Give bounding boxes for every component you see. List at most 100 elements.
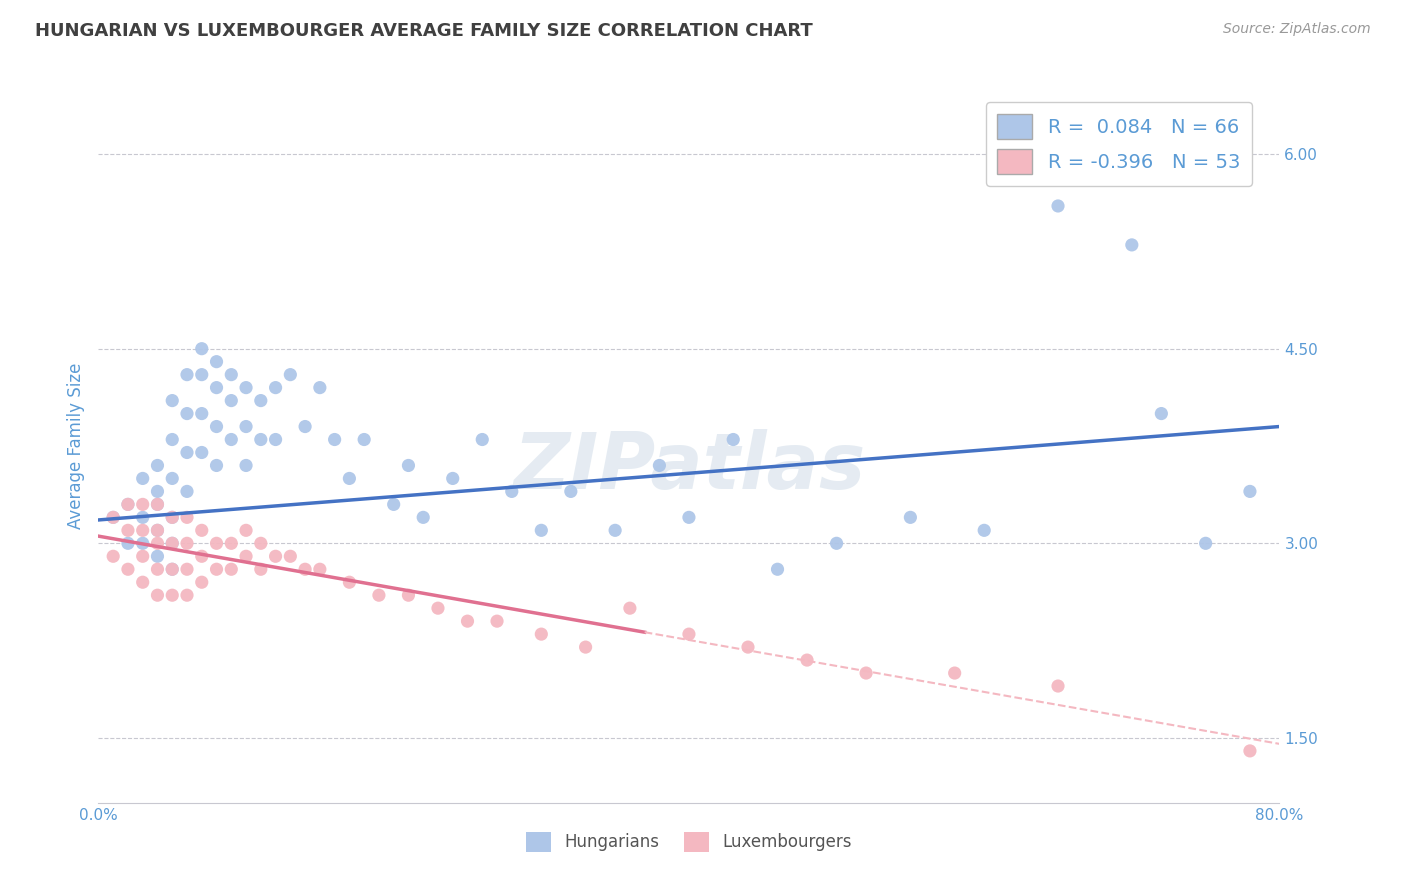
Point <box>205 381 228 395</box>
Point <box>353 433 375 447</box>
Point <box>146 524 169 538</box>
Point <box>146 536 169 550</box>
Point <box>398 458 420 473</box>
Point <box>309 562 332 576</box>
Point <box>264 381 287 395</box>
Point <box>176 510 198 524</box>
Point <box>146 524 169 538</box>
Text: ZIPatlas: ZIPatlas <box>513 429 865 506</box>
Point <box>205 458 228 473</box>
Point <box>1239 744 1261 758</box>
Point <box>280 549 302 564</box>
Point <box>855 666 877 681</box>
Point <box>235 524 257 538</box>
Point <box>132 575 155 590</box>
Legend: Hungarians, Luxembourgers: Hungarians, Luxembourgers <box>519 825 859 859</box>
Point <box>398 588 420 602</box>
Point <box>176 588 198 602</box>
Point <box>900 510 922 524</box>
Point <box>176 484 198 499</box>
Point <box>235 419 257 434</box>
Point <box>162 433 183 447</box>
Point <box>162 510 183 524</box>
Point <box>162 562 183 576</box>
Point <box>766 562 789 576</box>
Point <box>205 562 228 576</box>
Point <box>560 484 582 499</box>
Point <box>796 653 818 667</box>
Point <box>162 393 183 408</box>
Point <box>117 497 139 511</box>
Point <box>339 575 361 590</box>
Point <box>264 549 287 564</box>
Point <box>294 562 316 576</box>
Point <box>162 471 183 485</box>
Point <box>501 484 523 499</box>
Point <box>943 666 966 681</box>
Point <box>191 549 214 564</box>
Point <box>162 588 183 602</box>
Point <box>221 368 243 382</box>
Point <box>457 614 479 628</box>
Point <box>1195 536 1218 550</box>
Point <box>1046 199 1070 213</box>
Point <box>117 536 139 550</box>
Text: Source: ZipAtlas.com: Source: ZipAtlas.com <box>1223 22 1371 37</box>
Point <box>678 627 700 641</box>
Point <box>221 536 243 550</box>
Point <box>162 536 183 550</box>
Point <box>162 510 183 524</box>
Point <box>235 458 257 473</box>
Point <box>250 536 273 550</box>
Point <box>221 562 243 576</box>
Point <box>191 368 214 382</box>
Point <box>737 640 759 654</box>
Point <box>427 601 450 615</box>
Point <box>1121 238 1143 252</box>
Point <box>117 562 139 576</box>
Point <box>250 562 273 576</box>
Point <box>191 407 214 421</box>
Point <box>176 368 198 382</box>
Point <box>382 497 405 511</box>
Point <box>176 445 198 459</box>
Point <box>339 471 361 485</box>
Point <box>723 433 745 447</box>
Point <box>162 536 183 550</box>
Point <box>146 497 169 511</box>
Point <box>441 471 464 485</box>
Point <box>132 549 155 564</box>
Point <box>530 627 553 641</box>
Point <box>323 433 346 447</box>
Text: HUNGARIAN VS LUXEMBOURGER AVERAGE FAMILY SIZE CORRELATION CHART: HUNGARIAN VS LUXEMBOURGER AVERAGE FAMILY… <box>35 22 813 40</box>
Point <box>221 393 243 408</box>
Point <box>235 381 257 395</box>
Point <box>825 536 848 550</box>
Point <box>117 497 139 511</box>
Y-axis label: Average Family Size: Average Family Size <box>66 363 84 529</box>
Point <box>132 536 155 550</box>
Point <box>250 393 273 408</box>
Point <box>280 368 302 382</box>
Point <box>605 524 627 538</box>
Point <box>619 601 641 615</box>
Point <box>235 549 257 564</box>
Point <box>205 419 228 434</box>
Point <box>205 354 228 368</box>
Point <box>530 524 553 538</box>
Point <box>412 510 434 524</box>
Point <box>146 458 169 473</box>
Point <box>103 549 125 564</box>
Point <box>132 497 155 511</box>
Point <box>191 445 214 459</box>
Point <box>250 433 273 447</box>
Point <box>103 510 125 524</box>
Point <box>132 510 155 524</box>
Point <box>368 588 391 602</box>
Point <box>146 562 169 576</box>
Point <box>221 433 243 447</box>
Point <box>132 524 155 538</box>
Point <box>191 342 214 356</box>
Point <box>205 536 228 550</box>
Point <box>117 524 139 538</box>
